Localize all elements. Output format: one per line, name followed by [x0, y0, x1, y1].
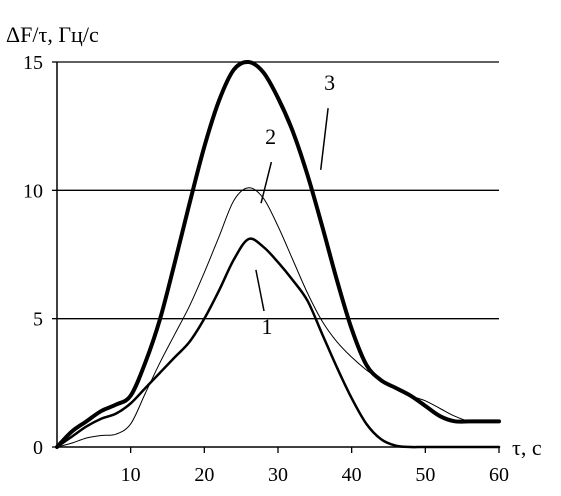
y-tick-label: 0 [33, 437, 43, 459]
label-leaders [255, 108, 329, 312]
tick-labels: 10 20 30 40 50 60 0 5 10 15 1 2 3 [23, 52, 509, 486]
x-axis-title: τ, с [512, 435, 542, 460]
curve-label-3: 3 [324, 70, 335, 95]
curve-label-1: 1 [261, 314, 272, 339]
series-line-2 [56, 187, 500, 448]
grid-lines [57, 61, 499, 320]
x-tick-label: 50 [415, 464, 435, 486]
x-tick-label: 10 [121, 464, 141, 486]
series-lines [55, 59, 501, 449]
y-tick-label: 15 [23, 52, 43, 74]
series-line-1 [55, 237, 501, 449]
y-axis-title: ΔF/τ, Гц/с [6, 22, 99, 47]
x-tick-label: 40 [342, 464, 362, 486]
x-tick-label: 60 [489, 464, 509, 486]
leader-line-1 [255, 269, 265, 312]
y-tick-label: 10 [23, 180, 43, 202]
y-tick-label: 5 [33, 309, 43, 331]
x-tick-label: 20 [194, 464, 214, 486]
x-tick-label: 30 [268, 464, 288, 486]
leader-line-2 [260, 161, 273, 204]
curve-label-2: 2 [265, 124, 276, 149]
leader-line-3 [319, 108, 329, 170]
series-line-3 [55, 59, 501, 449]
